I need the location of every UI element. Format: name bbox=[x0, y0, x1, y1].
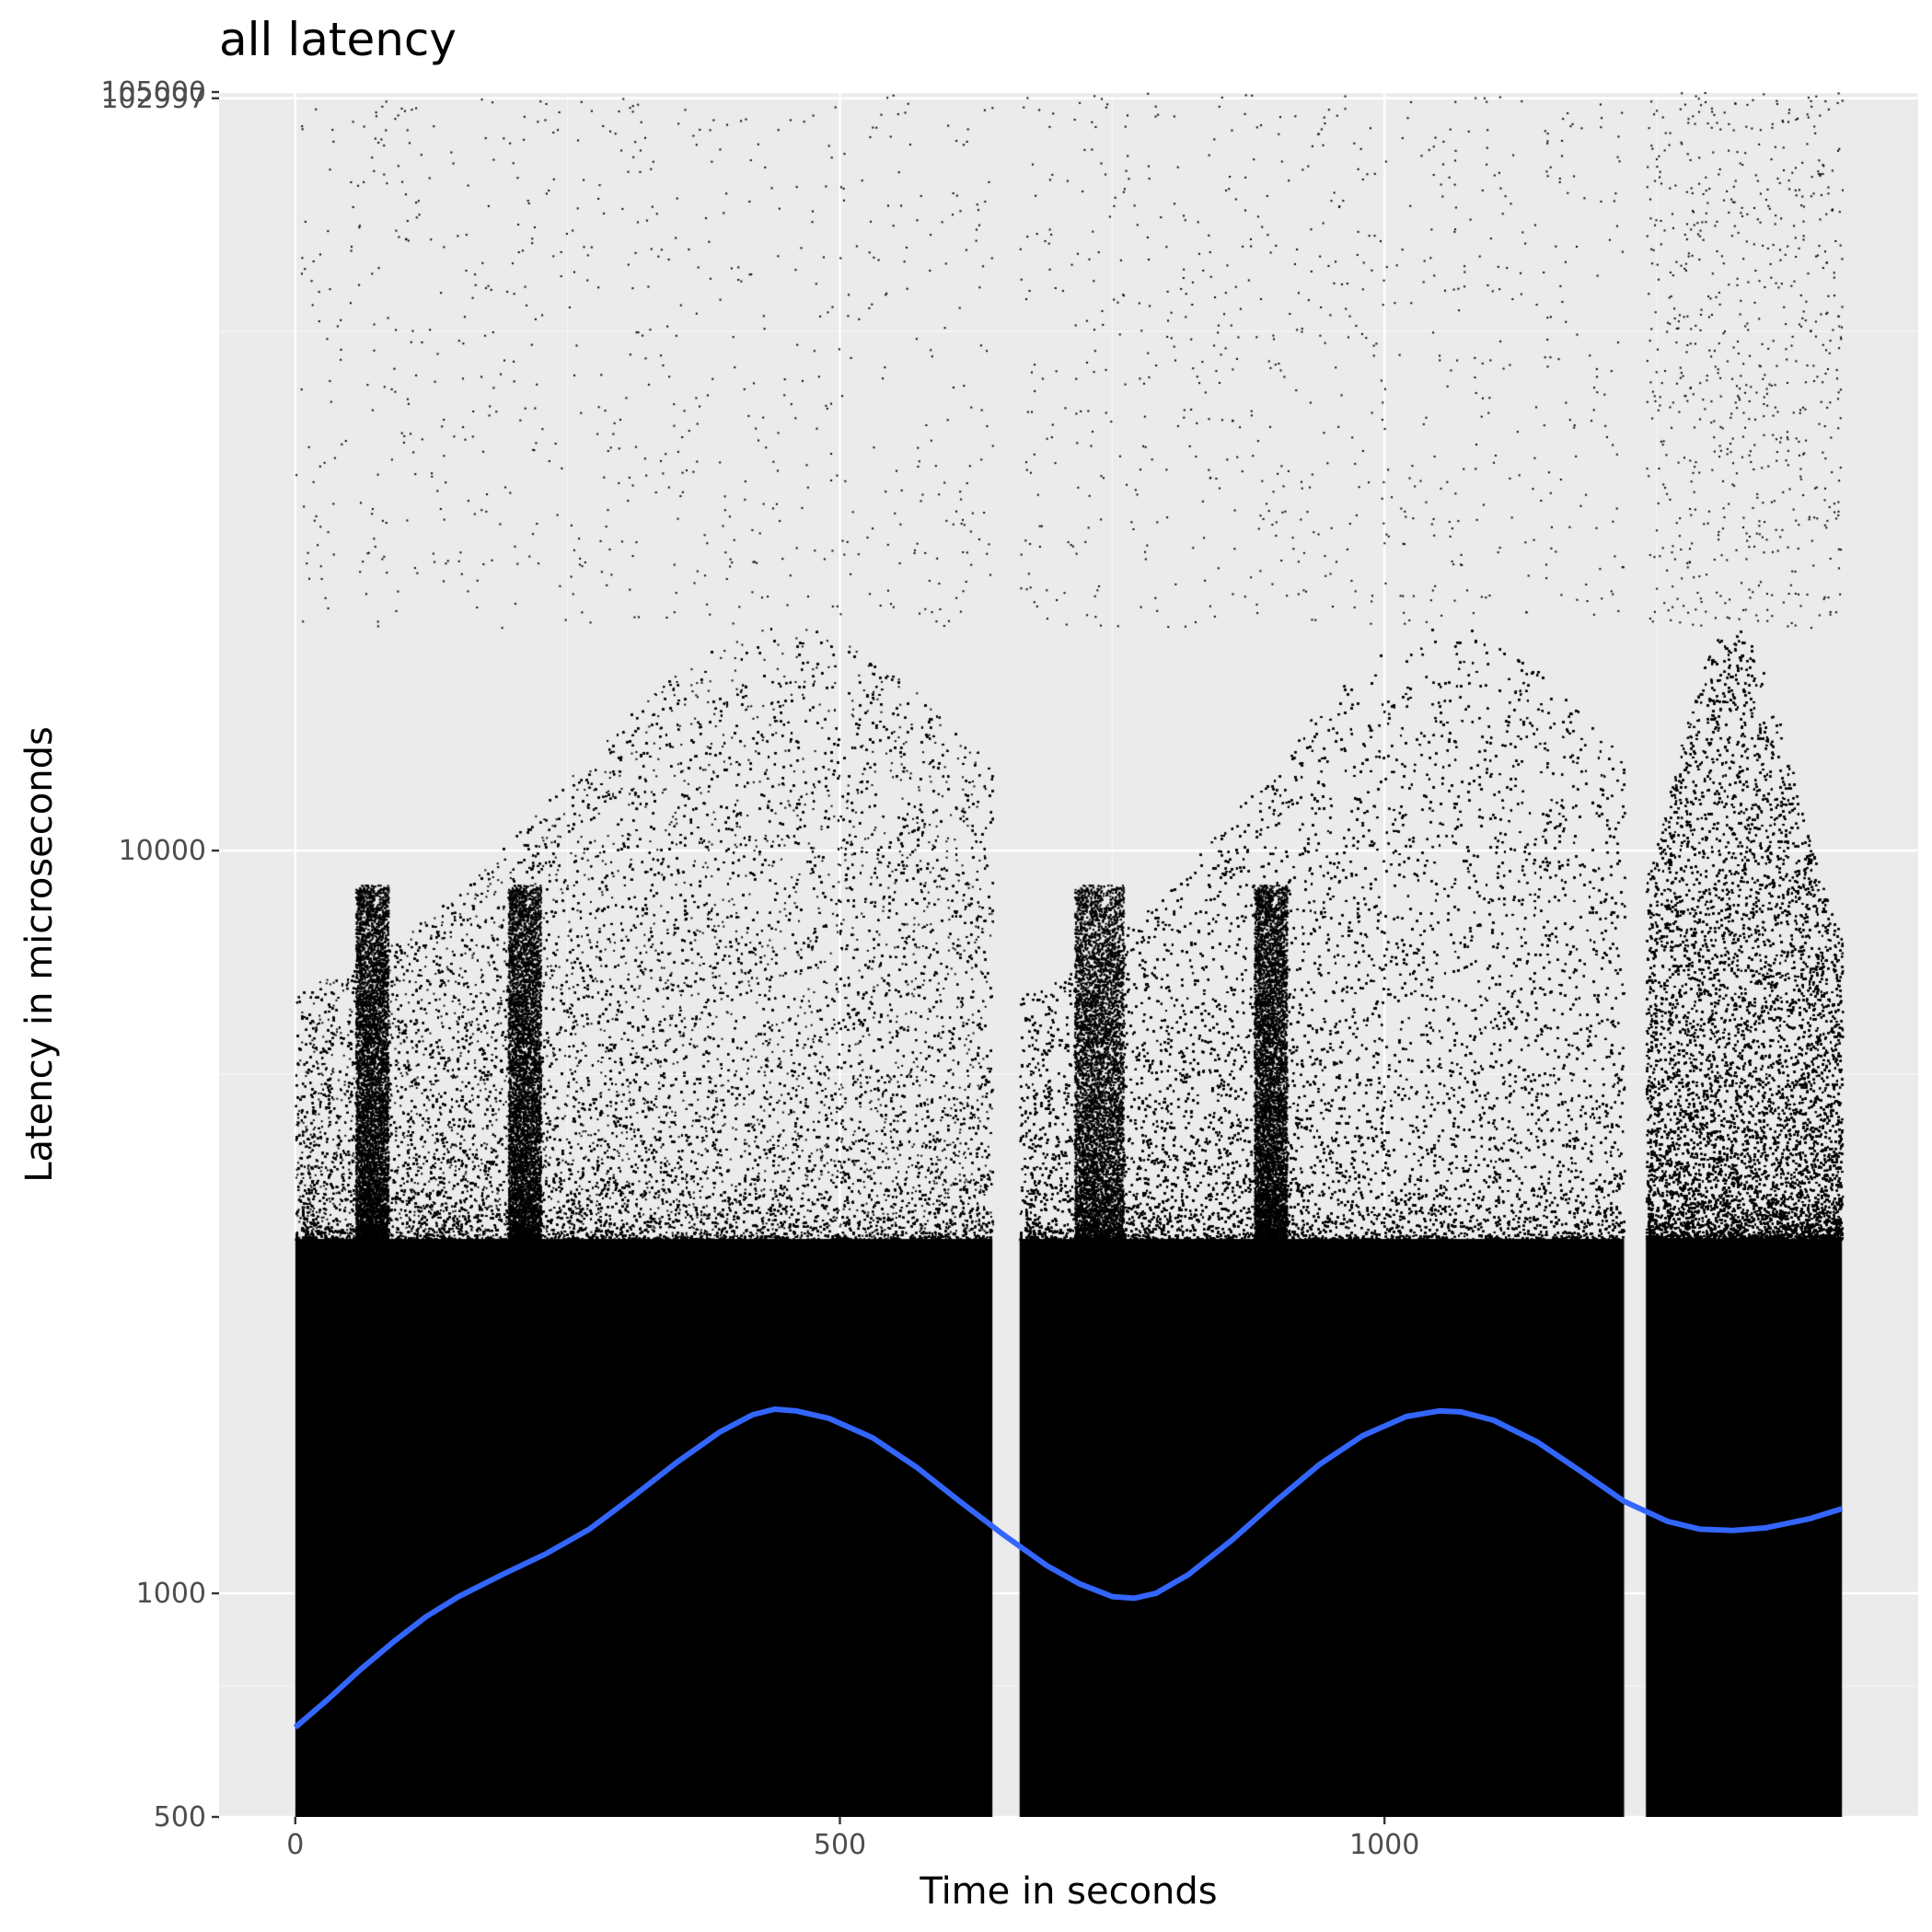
y-tick-label: 105000 bbox=[100, 76, 206, 109]
x-tick-label: 500 bbox=[814, 1829, 866, 1861]
x-axis-ticks: 0 500 1000 bbox=[286, 1817, 1419, 1861]
y-tick-label: 10000 bbox=[119, 835, 206, 867]
x-tick-label: 1000 bbox=[1349, 1829, 1419, 1861]
y-tick-label: 1000 bbox=[136, 1578, 206, 1610]
x-tick-label: 0 bbox=[286, 1829, 304, 1861]
chart-title: all latency bbox=[219, 13, 457, 66]
scatter-point-cloud bbox=[219, 92, 1918, 1817]
y-tick-label: 102997 bbox=[100, 83, 206, 115]
x-axis-title: Time in seconds bbox=[919, 1870, 1217, 1913]
y-tick-label: 500 bbox=[154, 1801, 206, 1834]
y-axis-title: Latency in microseconds bbox=[18, 726, 61, 1183]
smooth-trend-line bbox=[293, 1406, 1844, 1730]
